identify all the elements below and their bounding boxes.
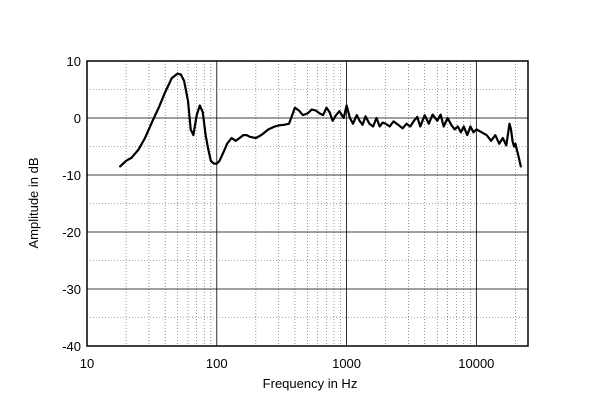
x-tick-label: 100 [206,356,228,371]
y-tick-label: 10 [67,54,81,69]
y-axis-label: Amplitude in dB [26,157,41,248]
x-axis-label: Frequency in Hz [263,376,358,391]
y-tick-label: -10 [62,168,81,183]
x-tick-label: 1000 [332,356,361,371]
plot-frame [86,60,529,347]
series-line [118,72,522,168]
x-tick-label: 10000 [458,356,494,371]
chart-series [118,72,522,168]
y-tick-label: -40 [62,339,81,354]
y-tick-label: -30 [62,282,81,297]
x-tick-label: 10 [80,356,94,371]
y-tick-label: 0 [74,111,81,126]
chart-grid [86,60,528,347]
y-tick-label: -20 [62,225,81,240]
